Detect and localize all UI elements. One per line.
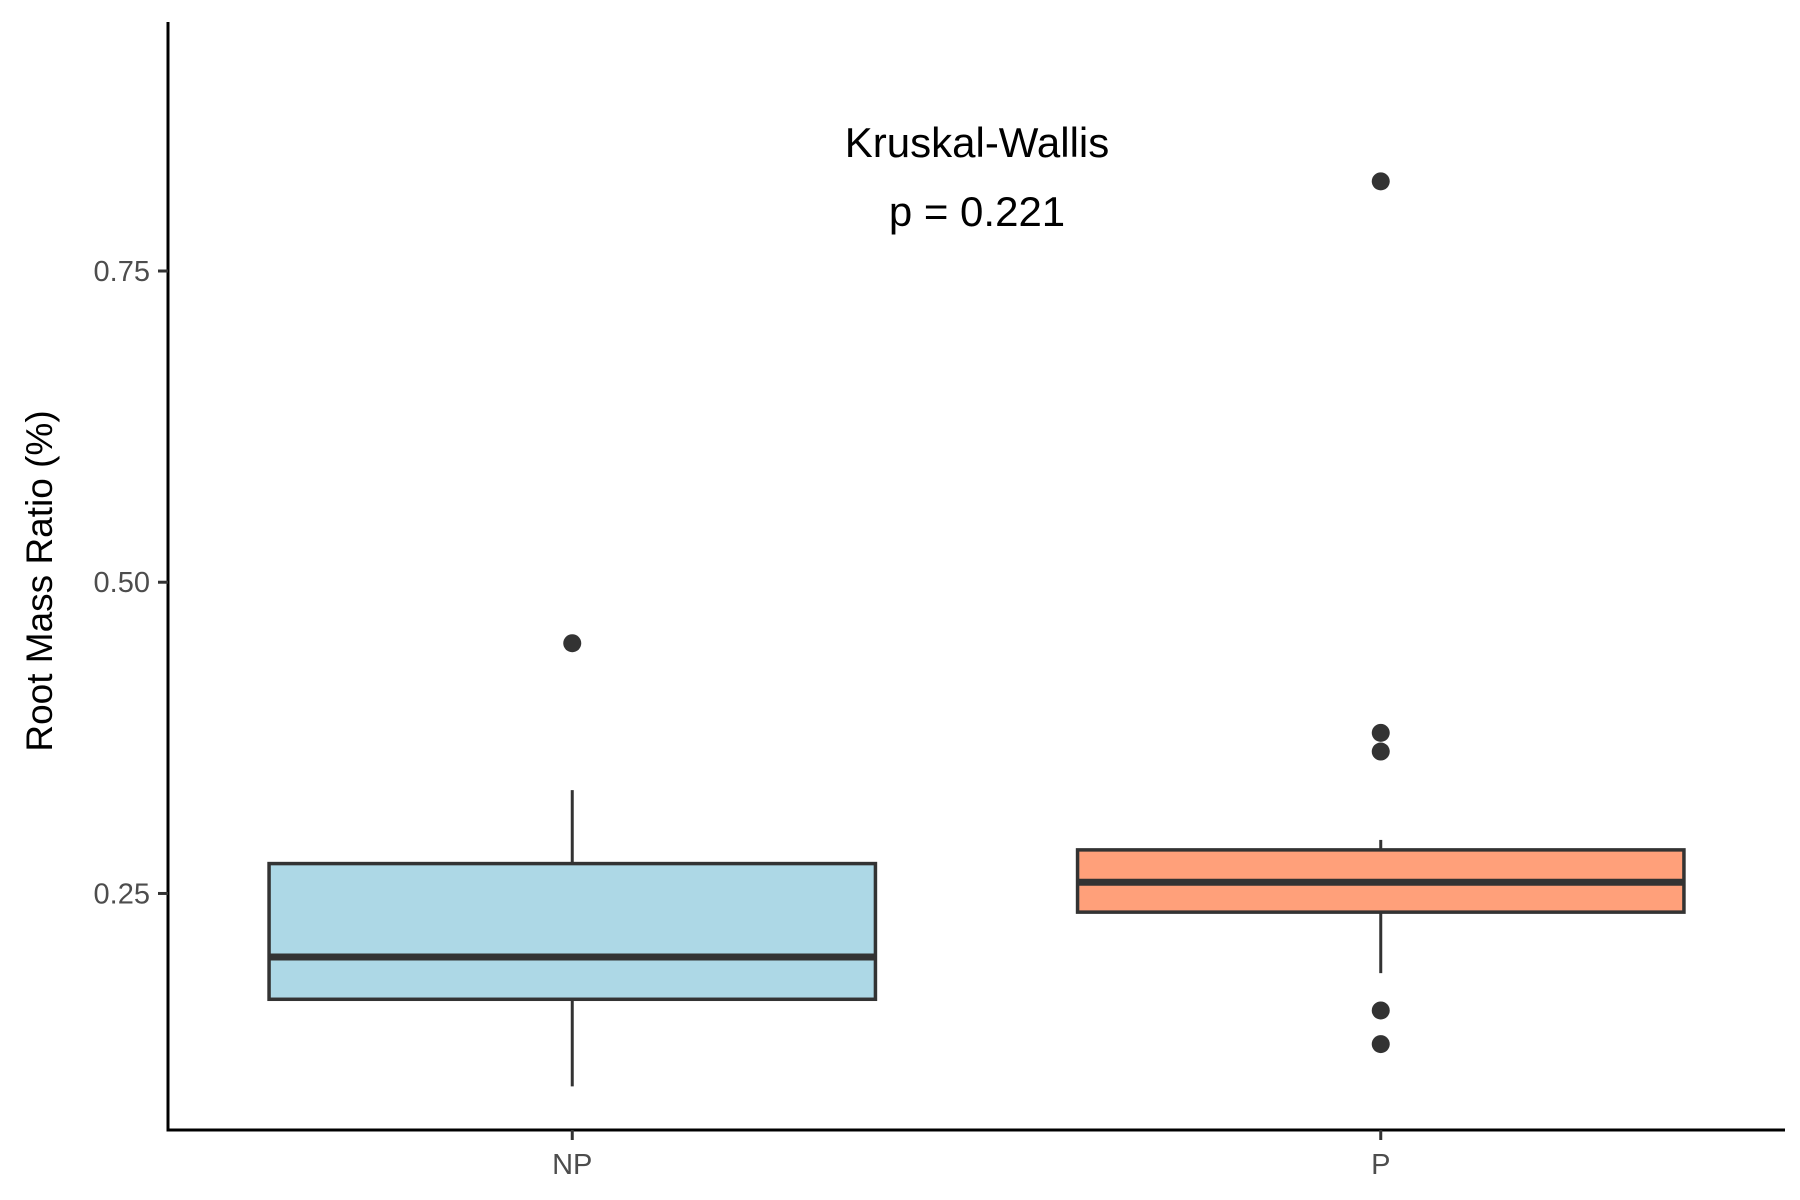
annotation-test-name: Kruskal-Wallis [845, 119, 1109, 166]
box-group-NP [267, 634, 878, 1087]
boxes-layer [267, 172, 1686, 1087]
outlier-point [1371, 742, 1390, 761]
box-iqr [267, 861, 878, 1002]
ticks-layer: 0.25 0.50 0.75 NP P [94, 256, 1391, 1181]
y-axis-title: Root Mass Ratio (%) [19, 410, 60, 751]
y-tick-label: 0.50 [94, 567, 150, 599]
outlier-point [1371, 1001, 1390, 1020]
outlier-point [1371, 172, 1390, 191]
y-tick-label: 0.75 [94, 256, 150, 288]
y-tick-label: 0.25 [94, 878, 150, 910]
outlier-point [563, 634, 582, 653]
outlier-point [1371, 1035, 1390, 1054]
box-group-P [1075, 172, 1686, 1054]
axes-layer [166, 22, 1785, 1132]
annotation-p-value: p = 0.221 [889, 188, 1065, 235]
x-tick-label: NP [552, 1149, 592, 1181]
x-tick-label: P [1371, 1149, 1390, 1181]
outlier-point [1371, 723, 1390, 742]
